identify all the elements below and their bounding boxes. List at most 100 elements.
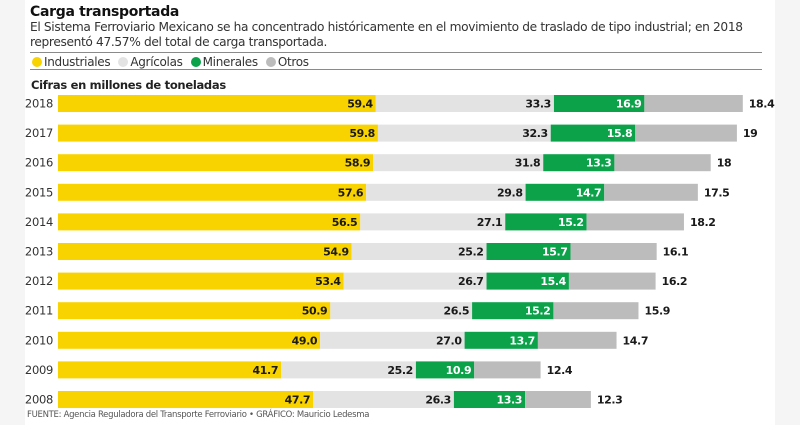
legend-swatch-otros	[265, 57, 276, 67]
value-label-agricolas: 27.1	[477, 216, 503, 229]
value-label-industriales: 41.7	[253, 364, 279, 377]
bar-segment-industriales	[58, 154, 374, 172]
bar-segment-minerales	[415, 361, 475, 379]
units-label: Cifras en millones de toneladas	[31, 78, 226, 92]
bar-segment-minerales	[553, 95, 645, 112]
value-label-otros: 15.9	[644, 305, 670, 318]
bar-row-2015: 2015 57.6 29.8 14.7 17.5	[25, 183, 730, 201]
bar-segment-industriales	[58, 95, 376, 112]
value-label-agricolas: 29.8	[497, 186, 523, 199]
value-label-otros: 18.2	[690, 216, 716, 229]
value-label-industriales: 53.4	[315, 275, 341, 288]
value-label-agricolas: 25.2	[458, 246, 484, 259]
year-label: 2017	[25, 126, 53, 140]
value-label-otros: 19	[743, 127, 758, 140]
value-label-otros: 14.7	[623, 334, 649, 347]
legend-label-minerales: Minerales	[202, 55, 259, 69]
chart-panel	[25, 0, 775, 425]
bar-segment-otros	[568, 272, 656, 290]
value-label-industriales: 54.9	[323, 246, 349, 259]
legend-label-agricolas: Agrícolas	[130, 55, 183, 69]
bar-row-2008: 2008 47.7 26.3 13.3 12.3	[25, 391, 623, 408]
bar-row-2018: 2018 59.4 33.3 16.9 18.4	[25, 95, 775, 112]
bar-row-2010: 2010 49.0 27.0 13.7 14.7	[25, 331, 649, 349]
bar-segment-minerales	[486, 243, 571, 260]
year-label: 2010	[25, 333, 53, 347]
value-label-agricolas: 25.2	[387, 364, 413, 377]
value-label-otros: 16.1	[663, 246, 689, 259]
bar-segment-industriales	[58, 272, 344, 290]
bar-segment-otros	[644, 95, 743, 112]
bar-segment-minerales	[464, 331, 538, 349]
value-label-otros: 17.5	[704, 186, 730, 199]
value-label-otros: 12.4	[547, 364, 573, 377]
year-label: 2016	[25, 156, 53, 170]
year-label: 2018	[25, 97, 53, 111]
source-footer: FUENTE: Agencia Reguladora del Transport…	[27, 410, 370, 420]
year-label: 2012	[25, 274, 53, 288]
bar-row-2009: 2009 41.7 25.2 10.9 12.4	[25, 361, 573, 379]
value-label-industriales: 50.9	[302, 305, 328, 318]
bar-segment-minerales	[550, 124, 636, 142]
year-label: 2014	[25, 215, 53, 229]
value-label-otros: 16.2	[662, 275, 688, 288]
bar-segment-minerales	[472, 302, 554, 320]
value-label-otros: 18	[717, 157, 732, 170]
chart-subtitle: El Sistema Ferroviario Mexicano se ha co…	[30, 20, 743, 49]
legend-item-agricolas: Agrícolas	[118, 55, 183, 69]
value-label-minerales: 15.8	[607, 127, 633, 140]
bar-segment-industriales	[58, 243, 352, 260]
value-label-minerales: 15.4	[540, 275, 566, 288]
value-label-industriales: 59.4	[347, 98, 373, 111]
chart-title: Carga transportada	[30, 4, 180, 20]
bar-row-2011: 2011 50.9 26.5 15.2 15.9	[25, 302, 670, 320]
value-label-industriales: 59.8	[349, 127, 375, 140]
value-label-agricolas: 33.3	[525, 98, 551, 111]
bar-row-2013: 2013 54.9 25.2 15.7 16.1	[25, 243, 689, 260]
bar-segment-otros	[635, 124, 737, 142]
bar-segment-otros	[570, 243, 657, 260]
legend-item-industriales: Industriales	[32, 55, 111, 69]
value-label-otros: 12.3	[597, 394, 623, 407]
bar-segment-agricolas	[360, 213, 506, 231]
bar-segment-industriales	[58, 302, 331, 320]
bar-segment-agricolas	[320, 331, 465, 349]
bar-row-2017: 2017 59.8 32.3 15.8 19	[25, 124, 758, 142]
bar-segment-agricolas	[375, 95, 554, 112]
bar-segment-agricolas	[377, 124, 551, 142]
value-label-agricolas: 31.8	[515, 157, 541, 170]
bar-row-2012: 2012 53.4 26.7 15.4 16.2	[25, 272, 688, 290]
value-label-minerales: 15.2	[558, 216, 584, 229]
legend-label-otros: Otros	[277, 55, 309, 69]
bar-segment-agricolas	[343, 272, 487, 290]
bar-segment-industriales	[58, 124, 378, 142]
legend-top-rule	[30, 52, 762, 53]
year-label: 2009	[25, 363, 53, 377]
bar-segment-otros	[537, 331, 617, 349]
value-label-minerales: 16.9	[616, 98, 642, 111]
bar-segment-industriales	[58, 361, 282, 379]
bar-segment-otros	[474, 361, 541, 379]
value-label-agricolas: 26.7	[458, 275, 484, 288]
bar-segment-agricolas	[281, 361, 416, 379]
bar-segment-otros	[604, 183, 698, 201]
bar-segment-industriales	[58, 213, 361, 231]
year-label: 2008	[25, 393, 53, 407]
bar-row-2014: 2014 56.5 27.1 15.2 18.2	[25, 213, 716, 231]
bar-segment-agricolas	[330, 302, 473, 320]
bar-segment-minerales	[453, 391, 526, 408]
legend: Industriales Agrícolas Minerales Otros	[32, 55, 317, 69]
bar-segment-otros	[525, 391, 591, 408]
value-label-minerales: 15.2	[525, 305, 551, 318]
bar-segment-otros	[586, 213, 684, 231]
value-label-agricolas: 32.3	[522, 127, 548, 140]
value-label-industriales: 58.9	[345, 157, 371, 170]
bar-segment-industriales	[58, 391, 314, 408]
legend-item-minerales: Minerales	[190, 55, 259, 69]
value-label-agricolas: 26.3	[425, 394, 451, 407]
legend-swatch-minerales	[190, 57, 201, 67]
value-label-industriales: 56.5	[332, 216, 358, 229]
bar-segment-minerales	[525, 183, 605, 201]
year-label: 2013	[25, 245, 53, 259]
